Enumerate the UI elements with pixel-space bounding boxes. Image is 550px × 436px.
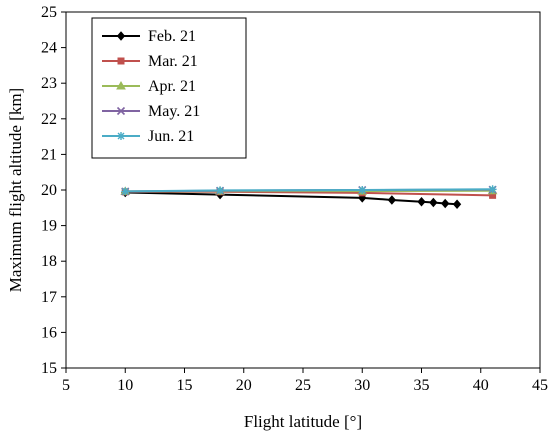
x-tick-label: 25 <box>295 377 311 394</box>
data-point <box>441 198 450 209</box>
legend-swatch-marker <box>116 80 126 90</box>
legend-entry: Feb. 21 <box>102 28 196 45</box>
data-point <box>452 199 462 209</box>
legend: Feb. 21 Mar. 21 Apr. 21 May. 21 Jun. 21 <box>91 17 247 159</box>
series-layer <box>120 185 498 209</box>
series-line <box>125 188 493 193</box>
y-tick-label: 24 <box>41 40 57 57</box>
data-point <box>488 185 497 194</box>
legend-swatch-marker <box>116 31 126 41</box>
legend-label: Jun. 21 <box>148 128 194 145</box>
legend-swatch-marker <box>117 132 125 140</box>
x-tick-label: 40 <box>473 377 489 394</box>
x-axis-ticks: 5 10 15 20 25 30 35 40 45 <box>62 368 548 394</box>
data-point <box>216 186 225 195</box>
x-tick-label: 20 <box>236 377 252 394</box>
x-tick-label: 35 <box>414 377 430 394</box>
legend-entry: May. 21 <box>102 103 200 120</box>
y-tick-label: 17 <box>41 289 57 306</box>
y-axis-ticks: 15 16 17 18 19 20 21 22 23 24 25 <box>41 4 66 377</box>
legend-swatch-marker <box>116 106 126 116</box>
y-tick-label: 25 <box>41 4 57 21</box>
y-tick-label: 18 <box>41 253 57 270</box>
legend-swatch-marker <box>117 57 125 65</box>
x-tick-label: 5 <box>62 377 70 394</box>
data-point <box>358 186 367 194</box>
y-tick-label: 19 <box>41 218 57 235</box>
data-point <box>121 187 130 196</box>
data-point <box>387 195 397 205</box>
legend-label: Apr. 21 <box>148 78 196 95</box>
y-tick-label: 21 <box>41 146 57 163</box>
legend-label: May. 21 <box>148 103 200 120</box>
y-tick-label: 15 <box>41 360 57 377</box>
legend-entry: Mar. 21 <box>102 53 198 70</box>
x-tick-label: 10 <box>117 377 133 394</box>
data-point <box>417 196 426 207</box>
legend-label: Mar. 21 <box>148 53 198 70</box>
y-tick-label: 20 <box>41 182 57 199</box>
data-point <box>429 197 438 208</box>
x-tick-label: 45 <box>532 377 548 394</box>
legend-entry: Apr. 21 <box>102 78 196 95</box>
series-5 <box>121 185 497 196</box>
x-axis-label: Flight latitude [°] <box>244 412 362 431</box>
x-tick-label: 30 <box>354 377 370 394</box>
y-tick-label: 23 <box>41 75 57 92</box>
y-axis-label: Maximum flight altitude [km] <box>6 88 25 292</box>
y-tick-label: 16 <box>41 324 57 341</box>
x-tick-label: 15 <box>177 377 193 394</box>
legend-label: Feb. 21 <box>148 28 196 45</box>
y-tick-label: 22 <box>41 111 57 128</box>
legend-entry: Jun. 21 <box>102 128 194 145</box>
